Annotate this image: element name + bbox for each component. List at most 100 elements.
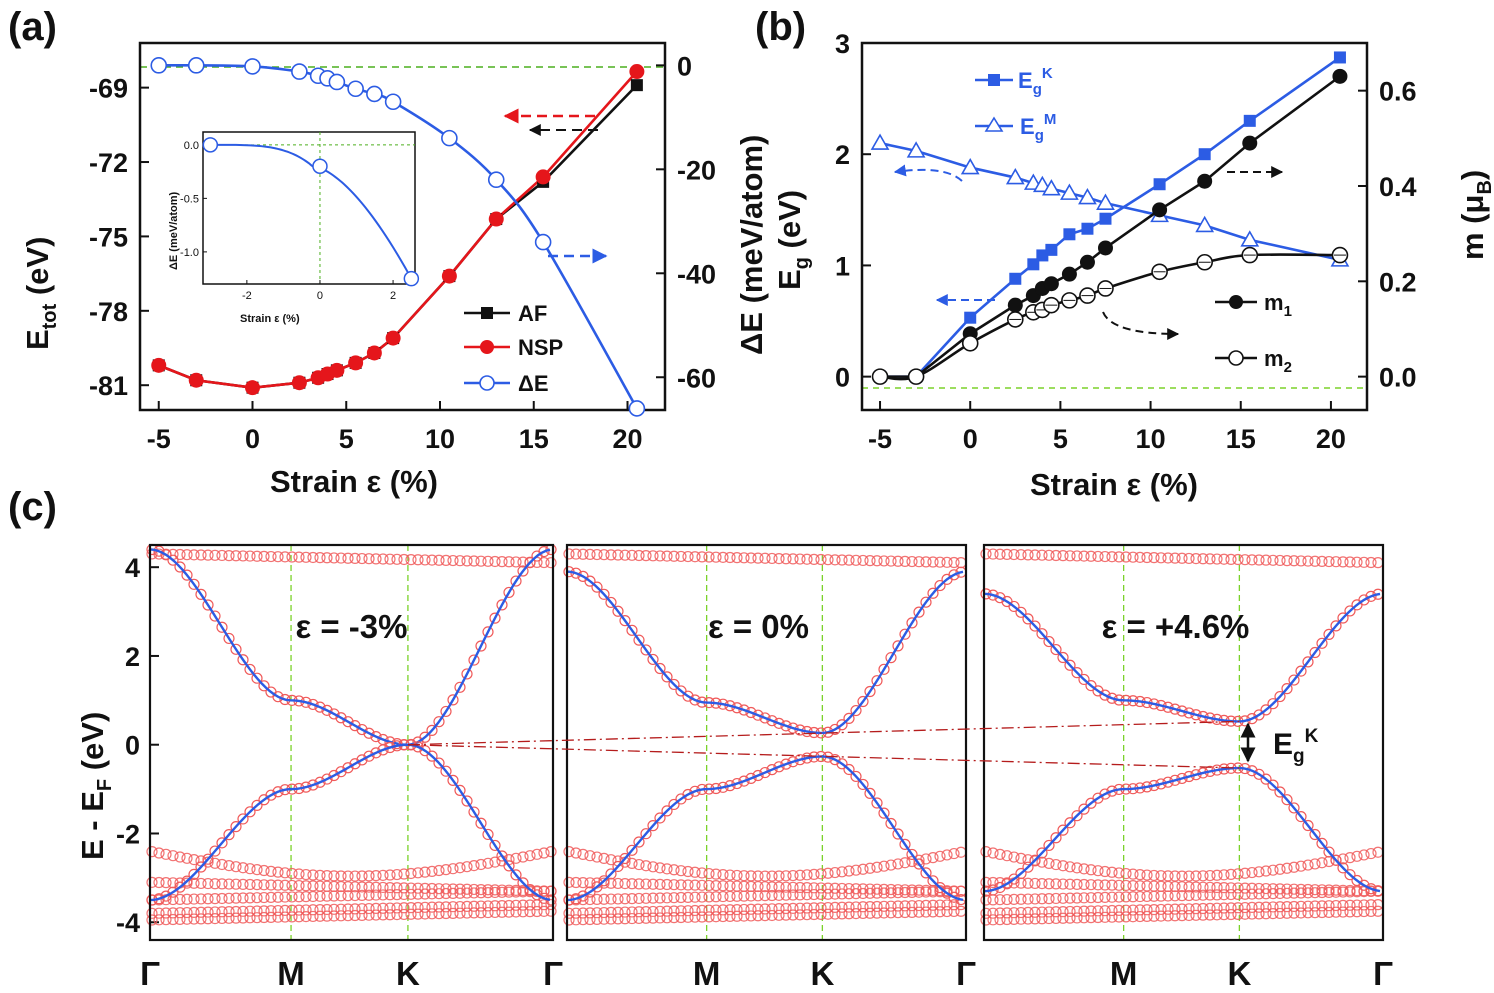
band-point: [181, 852, 193, 864]
band-point: [850, 901, 862, 913]
point-m-1: [1242, 135, 1258, 151]
band-point: [1057, 824, 1069, 836]
band-point: [584, 850, 596, 862]
band-point: [468, 900, 480, 912]
band-point: [1253, 866, 1265, 878]
band-point: [836, 882, 848, 895]
band-point: [440, 901, 452, 913]
point-m-1: [1079, 254, 1095, 270]
band-point: [188, 578, 200, 590]
band-point: [598, 893, 610, 905]
band-point: [836, 908, 848, 920]
band-point: [1190, 881, 1202, 893]
band-point: [626, 624, 638, 636]
band-point: [1239, 554, 1251, 566]
band-point: [1309, 555, 1321, 567]
inset-x-tick-label: 2: [390, 290, 396, 302]
band-point: [1008, 851, 1020, 863]
band-point: [1085, 679, 1097, 692]
band-point: [531, 889, 543, 901]
band-point: [370, 747, 382, 759]
band-point: [1351, 906, 1363, 918]
band-point: [531, 905, 543, 918]
band-point: [160, 848, 172, 860]
band-point: [1099, 911, 1111, 923]
band-point: [619, 615, 631, 627]
point-e-g-k: [1009, 272, 1022, 285]
band-point: [188, 549, 200, 561]
band-point: [1015, 549, 1027, 561]
band-point: [591, 893, 603, 905]
band-point: [1365, 905, 1377, 918]
band-point: [1351, 556, 1363, 568]
band-point: [1316, 637, 1328, 649]
inset-point: [403, 270, 420, 287]
band-point: [794, 909, 806, 921]
band-point: [468, 654, 480, 666]
band-point: [454, 900, 466, 913]
band-point: [843, 712, 855, 724]
band-point: [871, 555, 883, 567]
band-point: [1008, 893, 1020, 905]
band-point: [892, 858, 904, 870]
band-point: [440, 864, 452, 876]
band-point: [195, 861, 207, 873]
band-point: [461, 668, 473, 680]
x-tick-label-a: 5: [339, 424, 354, 454]
band-point: [230, 912, 242, 924]
band-point: [538, 885, 550, 897]
band-point: [538, 847, 550, 859]
band-point: [489, 906, 501, 919]
band-point: [468, 907, 480, 919]
band-point: [878, 883, 890, 895]
band-point: [731, 702, 743, 714]
band-point: [738, 552, 750, 564]
band-point: [682, 865, 694, 878]
band-point: [1078, 878, 1090, 891]
band-point: [885, 817, 897, 830]
band-point: [545, 898, 557, 911]
y-tick-label-left-b: 0: [835, 363, 850, 393]
band-point: [1043, 912, 1055, 925]
band-point: [780, 870, 792, 882]
band-point: [654, 812, 666, 824]
band-point: [1015, 906, 1027, 919]
band-point: [591, 851, 603, 863]
legend-label-delta-e: ΔE: [518, 371, 549, 396]
band-point: [570, 876, 582, 889]
band-point: [584, 913, 596, 926]
band-point: [955, 846, 967, 858]
band-point: [577, 548, 589, 560]
band-point: [489, 886, 501, 899]
band-point: [1358, 594, 1370, 606]
band-point: [370, 909, 382, 921]
band-point: [167, 554, 179, 566]
y-axis-label-right-b: m (μB): [1455, 170, 1494, 260]
band-point: [724, 904, 736, 916]
band-point: [584, 893, 596, 906]
band-point: [906, 886, 918, 898]
band-point: [272, 551, 284, 563]
band-point: [335, 903, 347, 915]
band-point: [293, 891, 305, 903]
series-line-e-g-m: [879, 141, 1341, 262]
band-point: [230, 550, 242, 562]
band-point: [1134, 880, 1146, 892]
band-point: [223, 892, 235, 904]
band-point: [647, 861, 659, 873]
band-point: [745, 903, 757, 915]
band-point: [1211, 902, 1223, 914]
band-point: [640, 906, 652, 918]
band-point: [517, 556, 529, 568]
band-point: [731, 552, 743, 564]
band-point: [619, 877, 631, 890]
band-point: [1148, 903, 1160, 916]
band-point: [202, 893, 214, 905]
band-point: [1197, 870, 1209, 882]
band-point: [689, 891, 701, 903]
band-point: [209, 893, 221, 905]
band-point: [202, 906, 214, 918]
x-tick-label-a: -5: [147, 424, 171, 454]
band-point: [752, 910, 764, 922]
band-point: [1029, 893, 1041, 905]
